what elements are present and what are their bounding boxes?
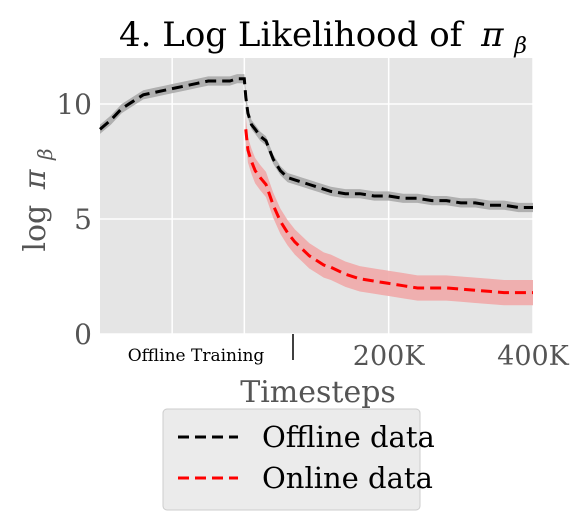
y-tick-labels: 0 5 10 [56, 88, 92, 351]
chart-title: 4. Log Likelihood of π β [119, 15, 527, 59]
band-online [245, 116, 533, 306]
band-offline [100, 74, 533, 213]
series-line-online [244, 129, 533, 295]
legend-box [162, 408, 421, 511]
y-axis-label: log π β [18, 148, 57, 251]
confidence-bands [100, 74, 533, 306]
y-tick-10: 10 [56, 88, 92, 121]
chart-title-symbol: π [480, 15, 504, 55]
x-tick-200K: 200K [353, 341, 426, 372]
x-axis-label: Timesteps [240, 375, 396, 410]
x-tick-labels: 200K 400K [353, 341, 570, 372]
series-lines [99, 77, 533, 295]
y-axis-label-subscript: β [33, 148, 57, 161]
offline-training-label: Offline Training [128, 346, 265, 366]
y-axis-label-prefix: log [18, 205, 53, 252]
y-tick-5: 5 [74, 203, 92, 236]
chart-title-subscript: β [513, 34, 527, 59]
legend: Offline data Online data [162, 408, 435, 511]
legend-label-online: Online data [262, 461, 433, 495]
chart-title-text: 4. Log Likelihood of [119, 15, 465, 55]
x-tick-400K: 400K [497, 341, 570, 372]
legend-label-offline: Offline data [262, 420, 435, 454]
y-tick-0: 0 [74, 318, 92, 351]
y-axis-label-symbol: π [18, 168, 53, 190]
series-line-offline [99, 77, 533, 209]
